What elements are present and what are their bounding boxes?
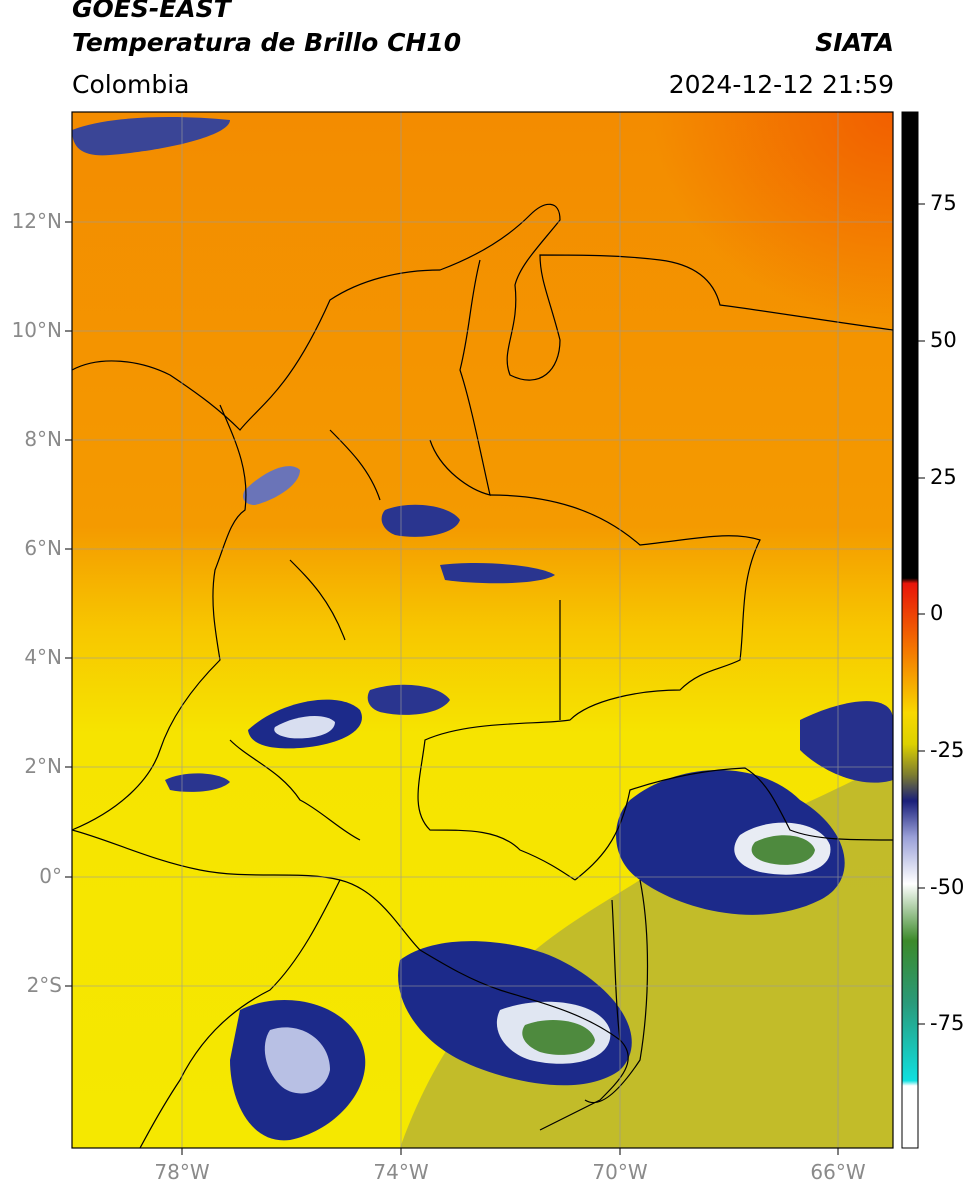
colorbar-label: -25 <box>930 738 965 762</box>
colorbar-label: 50 <box>930 328 957 352</box>
lat-label: 2°N <box>24 754 62 778</box>
product-title: Temperatura de Brillo CH10 <box>72 28 462 57</box>
satellite-title: GOES-EAST <box>72 0 231 23</box>
lat-label: 6°N <box>24 536 62 560</box>
lon-label: 74°W <box>373 1160 429 1184</box>
colorbar <box>901 111 919 1149</box>
source-label: SIATA <box>815 28 894 57</box>
graticule <box>72 112 893 1148</box>
lon-label: 78°W <box>154 1160 210 1184</box>
lat-label: 10°N <box>11 318 62 342</box>
lon-label: 70°W <box>592 1160 648 1184</box>
lat-label: 12°N <box>11 209 62 233</box>
lon-label: 66°W <box>810 1160 866 1184</box>
map-frame <box>71 111 894 1149</box>
country-borders <box>72 203 893 1148</box>
colorbar-label: 25 <box>930 465 957 489</box>
axis-ticks <box>65 221 839 1155</box>
lat-label: 4°N <box>24 645 62 669</box>
colorbar-label: -75 <box>930 1011 965 1035</box>
datetime-label: 2024-12-12 21:59 <box>668 70 894 99</box>
cloud-complexes <box>72 117 893 1141</box>
lat-label: 0° <box>39 864 62 888</box>
lat-label: 8°N <box>24 427 62 451</box>
colorbar-label: 0 <box>930 601 944 625</box>
lat-label: 2°S <box>26 973 62 997</box>
colorbar-label: 75 <box>930 191 957 215</box>
colorbar-ticks <box>918 203 925 1025</box>
colorbar-label: -50 <box>930 875 965 899</box>
region-label: Colombia <box>72 70 190 99</box>
